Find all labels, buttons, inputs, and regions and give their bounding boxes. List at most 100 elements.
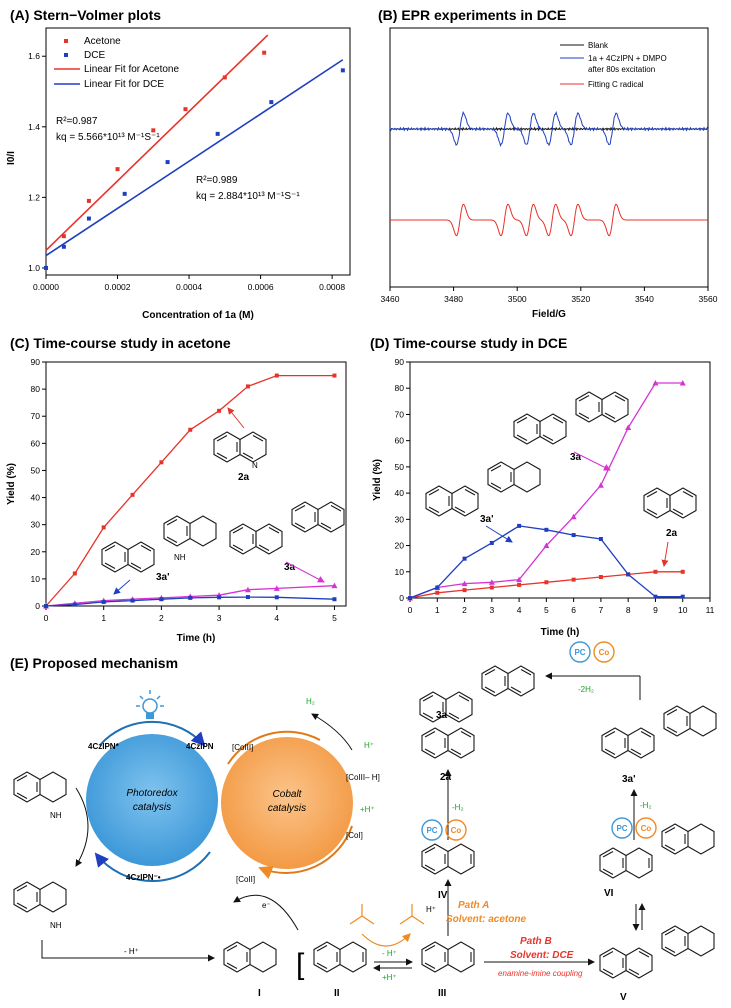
a-point [340,68,345,73]
point-2a [517,582,522,587]
point-3a' [544,527,549,532]
photoredox-cycle [86,734,218,866]
a-fit-line [45,34,269,251]
point-2a [130,492,135,497]
cobalt-arrow-bottom [258,825,353,879]
legend-blank: Blank [588,41,609,50]
xtick-label: 8 [626,605,631,615]
legend-acetone: Acetone [84,36,121,47]
minus-h2-2: -H₂ [640,801,652,810]
point-2a [274,373,279,378]
d-arrow-2a [661,541,669,567]
point-2a [489,585,494,590]
point-3a [244,586,251,593]
ytick-label: 0 [35,601,40,611]
point-3a' [517,523,522,528]
cobalt-label-2: catalysis [268,803,306,814]
photoredox-arrow-top [99,720,206,747]
product-3a-q2 [481,665,535,697]
label-IV: IV [438,890,448,901]
point-3a' [130,598,135,603]
legend-acetone-marker [64,39,68,43]
panel-c-label-3a: 3a [284,562,296,573]
annotation-dce-kq: kq = 2.884*10¹³ M⁻¹S⁻¹ [196,191,300,202]
label-I: I [258,988,261,999]
substrate-thq [13,771,67,803]
pc-label-3: PC [616,824,627,833]
panel-b-plot: 3460 3480 3500 3520 3540 3560 [381,110,718,304]
intermediate-VI-b [661,823,715,855]
point-2a [653,569,658,574]
panel-b-xlabel: Field/G [532,309,566,320]
radical-cation-nh: NH [50,921,62,930]
pc-co-badge-3: PC Co [611,817,657,839]
ytick-label: 20 [395,541,405,551]
oxidation-arrow [75,787,89,867]
struct-nh: NH [174,553,186,562]
legend-sample: 1a + 4CzIPN + DMPO [588,54,667,63]
a-ytick-label: 1.0 [28,263,40,273]
a-ytick-label: 1.4 [28,122,40,132]
a-xtick-label: 0.0004 [176,282,202,292]
panel-a: (A) Stern−Volmer plots 0.0000 0.0002 0.000… [6,7,351,321]
a-point [262,50,267,55]
legend-fit: Fitting C radical [588,80,644,89]
ytick-label: 30 [31,520,41,530]
series-line-3a [409,382,683,599]
point-2a [435,590,440,595]
ytick-label: 60 [31,438,41,448]
xtick-label: 0 [44,613,49,623]
xtick-label: 1 [435,605,440,615]
series-line-2a [45,374,335,607]
pc-label-1: PC [426,826,437,835]
arrow-3a [285,561,325,583]
co-label-1: Co [451,826,462,835]
a-point [183,107,188,112]
pc-co-badge-1: PC Co [421,819,467,841]
czipn: 4CzIPN [186,742,214,751]
d-structure-3a-q2 [575,391,629,423]
xtick-label: 7 [599,605,604,615]
intermediate-II [313,941,367,973]
xtick-label: 3 [489,605,494,615]
point-3a' [188,595,193,600]
point-2a [245,384,250,389]
point-3a' [245,595,250,600]
coupling-label: enamine-imine coupling [498,969,583,978]
xtick-label: 1 [101,613,106,623]
annotation-dce-r2: R²=0.989 [196,175,238,186]
czipn-star: 4CzIPN* [88,742,120,751]
panel-c: (C) Time-course study in acetone 0 1 2 3 4 50… [6,335,347,644]
ytick-label: 70 [395,409,405,419]
series-line-3a' [409,525,683,599]
substrate-thq-nh: NH [50,811,62,820]
a-point [122,191,127,196]
point-3a' [274,595,279,600]
panel-d: (D) Time-course study in DCE 0 1 2 3 4 5 6 7 8 9 1… [370,335,715,638]
eq-minus-h: - H⁺ [382,949,397,958]
xtick-label: 11 [706,605,715,615]
a-point [61,244,66,249]
structure-2a [213,431,267,463]
ytick-label: 10 [31,574,41,584]
panel-c-ylabel: Yield (%) [6,463,17,505]
point-3a' [626,572,631,577]
annotation-acetone-r2: R²=0.987 [56,116,98,127]
point-3a [488,579,495,585]
minus-2h2: -2H₂ [578,685,594,694]
bracket-left: [ [296,948,305,981]
point-3a' [332,597,337,602]
czipn-radical: 4CzIPN⁻• [126,873,161,882]
series-line-3a' [45,596,335,607]
struct-n: N [252,461,258,470]
legend-fit-dce: Linear Fit for DCE [84,79,164,90]
panel-c-xlabel: Time (h) [177,633,216,644]
path-a-label: Path A [458,900,489,911]
co-label-3: Co [641,824,652,833]
b-xtick-label: 3560 [699,294,718,304]
eq-plus-h: +H⁺ [382,973,397,982]
a-ytick-label: 1.2 [28,192,40,202]
a-point [61,234,66,239]
